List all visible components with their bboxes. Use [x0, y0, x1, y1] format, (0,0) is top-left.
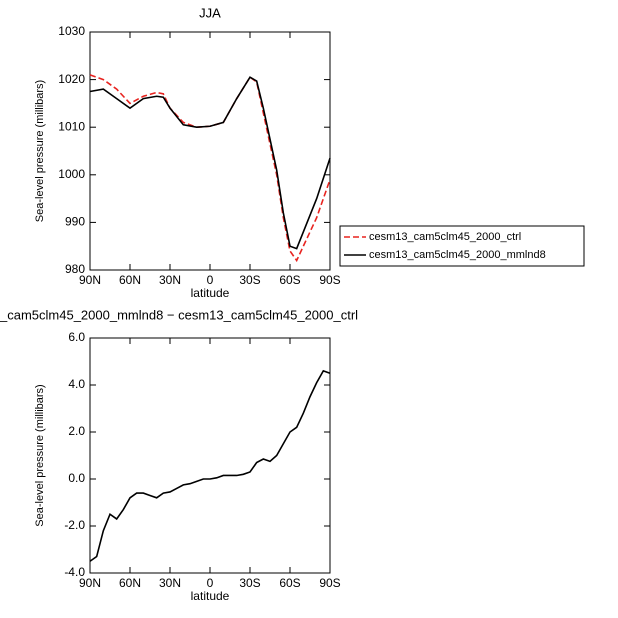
data-line	[89, 369, 331, 562]
data-line	[89, 74, 331, 263]
legend-label: cesm13_cam5clm45_2000_mmlnd8	[369, 249, 546, 261]
x-axis-label: latitude	[191, 589, 230, 603]
x-tick-label: 60S	[279, 576, 300, 590]
x-tick-label: 30S	[239, 273, 260, 287]
y-tick-label: 1030	[58, 24, 85, 38]
y-axis-label: Sea-level pressure (millibars)	[34, 80, 46, 222]
y-tick-label: 0.0	[68, 471, 85, 485]
y-tick-label: 1020	[58, 72, 85, 86]
x-tick-label: 30N	[159, 273, 181, 287]
x-tick-label: 0	[207, 273, 214, 287]
plot-frame	[89, 31, 331, 271]
y-tick-label: 1010	[58, 119, 85, 133]
x-tick-label: 90N	[79, 273, 101, 287]
y-tick-label: 6.0	[68, 330, 85, 344]
x-tick-label: 60N	[119, 273, 141, 287]
y-tick-label: 1000	[58, 167, 85, 181]
y-tick-label: -4.0	[64, 565, 85, 579]
x-tick-label: 30N	[159, 576, 181, 590]
y-tick-label: -2.0	[64, 518, 85, 532]
data-line	[89, 76, 331, 250]
x-tick-label: 60S	[279, 273, 300, 287]
x-tick-label: 90S	[319, 576, 340, 590]
x-tick-label: 30S	[239, 576, 260, 590]
plot-frame	[89, 337, 331, 574]
y-tick-label: 980	[65, 262, 85, 276]
x-tick-label: 60N	[119, 576, 141, 590]
y-tick-label: 990	[65, 215, 85, 229]
x-tick-label: 0	[207, 576, 214, 590]
x-axis-label: latitude	[191, 286, 230, 300]
y-tick-label: 4.0	[68, 377, 85, 391]
legend-label: cesm13_cam5clm45_2000_ctrl	[369, 231, 521, 243]
x-tick-label: 90N	[79, 576, 101, 590]
y-tick-label: 2.0	[68, 424, 85, 438]
chart-title: JJA	[199, 5, 221, 20]
legend-box	[339, 225, 585, 267]
chart-title: _cam5clm45_2000_mmlnd8 − cesm13_cam5clm4…	[0, 307, 358, 322]
x-tick-label: 90S	[319, 273, 340, 287]
y-axis-label: Sea-level pressure (millibars)	[34, 384, 46, 526]
